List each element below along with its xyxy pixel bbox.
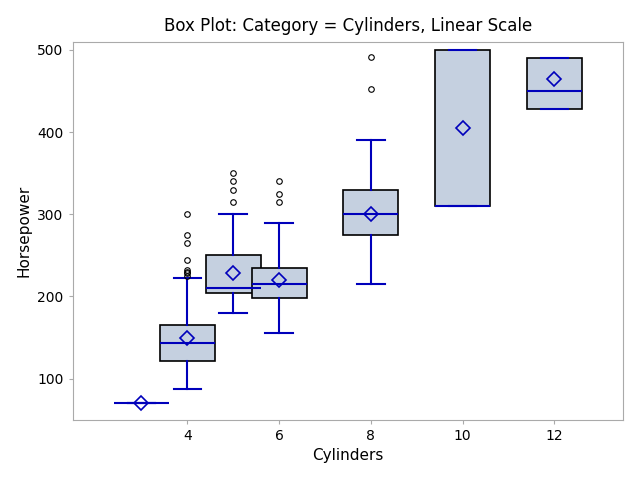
- PathPatch shape: [527, 58, 582, 109]
- PathPatch shape: [252, 268, 307, 298]
- PathPatch shape: [344, 190, 399, 235]
- PathPatch shape: [205, 255, 260, 293]
- Title: Box Plot: Category = Cylinders, Linear Scale: Box Plot: Category = Cylinders, Linear S…: [164, 17, 532, 35]
- X-axis label: Cylinders: Cylinders: [312, 448, 383, 463]
- PathPatch shape: [160, 325, 215, 360]
- Y-axis label: Horsepower: Horsepower: [17, 185, 31, 277]
- PathPatch shape: [435, 50, 490, 206]
